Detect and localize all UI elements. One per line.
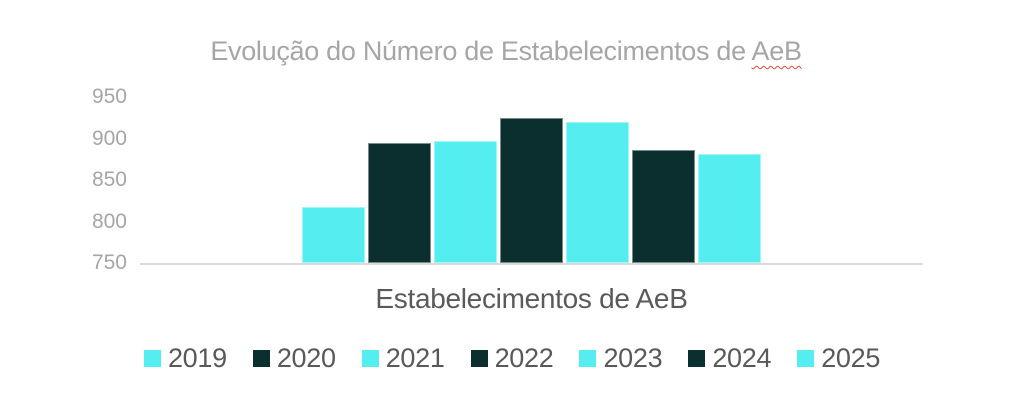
y-axis-tick-label-850: 850 <box>91 168 127 191</box>
y-axis-tick-label-950: 950 <box>91 85 127 108</box>
y-axis-tick-label-800: 800 <box>91 209 127 233</box>
y-axis: 750 800 850 900 950 <box>0 0 127 280</box>
legend-item-2023: 2023 <box>579 343 663 373</box>
legend-item-2022: 2022 <box>470 343 554 373</box>
bar-2019 <box>302 207 365 263</box>
bar-2021 <box>434 141 497 263</box>
legend-label: 2022 <box>494 343 554 373</box>
legend-label: 2025 <box>821 343 881 373</box>
bar-2024 <box>632 150 695 263</box>
legend-label: 2023 <box>603 343 663 373</box>
legend-swatch-icon <box>470 349 488 367</box>
legend-item-2020: 2020 <box>252 343 336 373</box>
bar-2025 <box>698 154 761 263</box>
y-axis-tick-label-900: 900 <box>91 126 127 150</box>
legend-swatch-icon <box>579 349 597 367</box>
bar-2020 <box>368 142 431 263</box>
legend-label: 2020 <box>276 343 336 373</box>
legend-swatch-icon <box>361 349 379 367</box>
plot-area <box>140 90 923 263</box>
bar-2023 <box>566 121 629 263</box>
bar-2022 <box>500 117 563 263</box>
legend: 2019 2020 2021 2022 2023 2024 2025 <box>0 341 1024 375</box>
x-axis-line <box>140 263 923 265</box>
legend-label: 2019 <box>167 343 227 373</box>
legend-swatch-icon <box>797 349 815 367</box>
y-axis-tick-label-750: 750 <box>91 251 127 274</box>
chart-title: Evolução do Número de Estabelecimentos d… <box>0 36 1012 66</box>
legend-swatch-icon <box>143 349 161 367</box>
legend-swatch-icon <box>252 349 270 367</box>
legend-label: 2021 <box>385 343 445 373</box>
legend-swatch-icon <box>688 349 706 367</box>
legend-label: 2024 <box>712 343 772 373</box>
chart-title-flagged-word: AeB <box>751 36 802 66</box>
legend-item-2019: 2019 <box>143 343 227 373</box>
chart-title-text: Evolução do Número de Estabelecimentos d… <box>210 36 752 66</box>
legend-item-2021: 2021 <box>361 343 445 373</box>
legend-item-2024: 2024 <box>688 343 771 373</box>
x-axis-title: Estabelecimentos de AeB <box>375 283 688 314</box>
legend-item-2025: 2025 <box>797 343 880 373</box>
